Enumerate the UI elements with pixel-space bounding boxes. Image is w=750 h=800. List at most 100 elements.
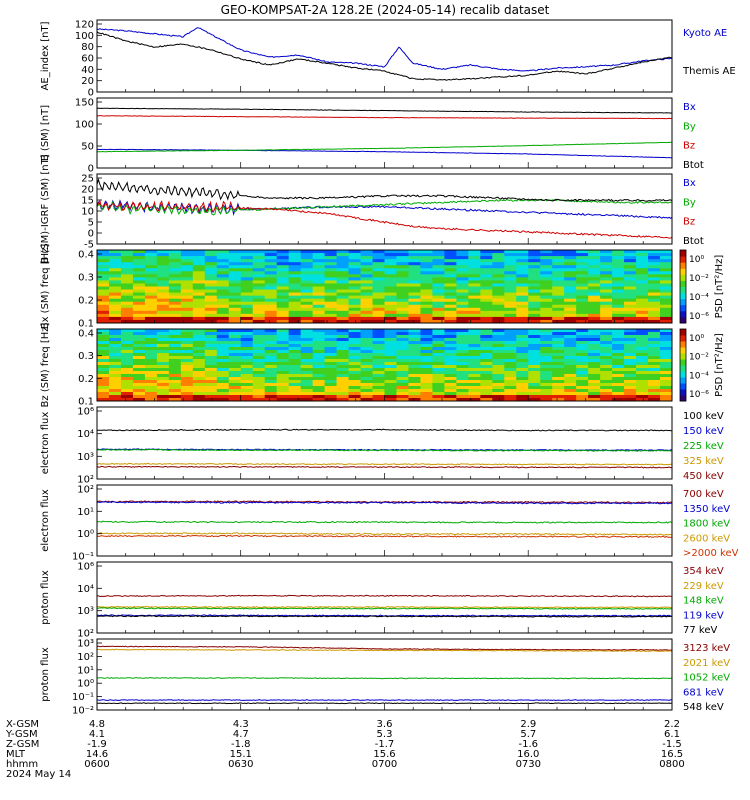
spec-cell — [180, 362, 194, 366]
spec-cell — [192, 338, 206, 342]
spec-cell — [456, 335, 469, 339]
spec-cell — [468, 256, 481, 260]
spec-cell — [576, 319, 589, 324]
spec-cell — [384, 377, 397, 381]
spec-cell — [108, 295, 122, 300]
spec-cell — [396, 310, 409, 315]
spec-cell — [192, 253, 206, 257]
spec-cell — [528, 319, 541, 324]
y-tick-label: 10⁴ — [77, 584, 94, 595]
spec-cell — [108, 292, 122, 297]
spec-cell — [276, 329, 290, 333]
spec-cell — [192, 356, 206, 360]
spec-cell — [396, 395, 409, 399]
spec-cell — [192, 262, 206, 266]
spec-cell — [132, 335, 146, 339]
spec-cell — [432, 250, 445, 254]
spec-cell — [264, 389, 278, 393]
y-tick-label: 10³ — [77, 639, 94, 650]
spec-cell — [660, 365, 673, 369]
y-axis-label: B (SM) [nT] — [40, 105, 51, 161]
spec-cell — [108, 304, 122, 309]
spec-cell — [492, 286, 505, 290]
spec-cell — [264, 338, 278, 342]
spec-cell — [252, 277, 266, 281]
spec-cell — [300, 301, 314, 306]
spec-cell — [636, 283, 649, 287]
spec-cell — [252, 341, 266, 345]
spec-cell — [120, 280, 134, 284]
legend-entry: Bx — [683, 102, 696, 113]
spec-cell — [120, 356, 134, 360]
spec-cell — [144, 301, 158, 306]
y-axis-label: proton flux — [40, 647, 51, 702]
spec-cell — [144, 286, 158, 290]
spec-cell — [660, 319, 673, 324]
spec-cell — [468, 304, 481, 309]
spec-cell — [120, 253, 134, 257]
spec-cell — [384, 286, 397, 290]
spec-cell — [204, 389, 218, 393]
footer-value: 16.5 — [661, 749, 683, 760]
spec-cell — [432, 298, 445, 303]
spec-cell — [276, 350, 290, 354]
spec-cell — [504, 298, 517, 303]
spec-cell — [108, 298, 122, 303]
spec-cell — [324, 313, 337, 318]
spec-cell — [312, 319, 326, 324]
spec-cell — [216, 383, 230, 387]
spec-cell — [552, 380, 565, 384]
spec-cell — [120, 389, 134, 393]
spec-cell — [360, 316, 373, 321]
spec-cell — [468, 310, 481, 315]
spec-cell — [192, 374, 206, 378]
spec-cell — [600, 262, 613, 266]
spec-cell — [588, 283, 601, 287]
spec-cell — [144, 365, 158, 369]
spec-cell — [204, 280, 218, 284]
spec-cell — [612, 362, 625, 366]
spec-cell — [97, 280, 110, 284]
spec-cell — [144, 277, 158, 281]
footer-value: 14.6 — [86, 749, 108, 760]
spec-cell — [432, 289, 445, 293]
spec-cell — [264, 392, 278, 396]
spec-cell — [588, 374, 601, 378]
footer-row-label: MLT — [6, 749, 26, 760]
spec-cell — [180, 283, 194, 287]
spec-cell — [540, 307, 553, 312]
spec-cell — [372, 335, 385, 339]
spec-cell — [216, 313, 230, 318]
spec-cell — [240, 277, 254, 281]
spec-cell — [108, 259, 122, 263]
spec-cell — [492, 319, 505, 324]
series-line — [96, 31, 673, 81]
spec-cell — [504, 292, 517, 297]
spec-cell — [348, 307, 361, 312]
spec-cell — [420, 262, 433, 266]
spec-cell — [456, 359, 469, 363]
spec-cell — [600, 395, 613, 399]
spec-cell — [144, 335, 158, 339]
spec-cell — [348, 310, 361, 315]
spec-cell — [600, 374, 613, 378]
spec-cell — [384, 304, 397, 309]
spec-cell — [348, 356, 361, 360]
spec-cell — [576, 362, 589, 366]
series-line — [96, 199, 673, 220]
colorbar-label: PSD [nT²/Hz] — [714, 333, 725, 397]
spec-cell — [528, 386, 541, 390]
spec-cell — [336, 365, 349, 369]
spec-cell — [300, 377, 314, 381]
spec-cell — [432, 374, 445, 378]
spec-cell — [276, 341, 290, 345]
spec-cell — [300, 368, 314, 372]
spec-cell — [384, 265, 397, 269]
spec-cell — [528, 286, 541, 290]
spec-cell — [444, 383, 457, 387]
spec-cell — [204, 262, 218, 266]
spec-cell — [372, 371, 385, 375]
spec-cell — [228, 307, 242, 312]
spec-cell — [468, 395, 481, 399]
spec-cell — [132, 256, 146, 260]
